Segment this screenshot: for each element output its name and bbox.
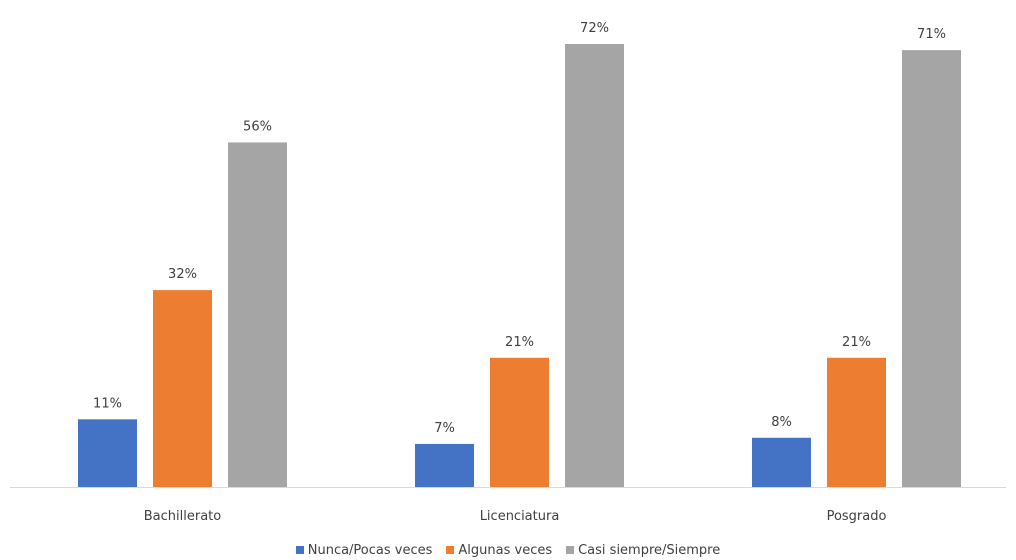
bar-licenciatura-series-3 (565, 44, 624, 487)
legend-label: Nunca/Pocas veces (307, 542, 433, 558)
bar-bachillerato-series-1 (78, 419, 137, 487)
category-label: Licenciatura (480, 509, 560, 524)
category-label: Bachillerato (144, 509, 222, 524)
data-label: 71% (917, 27, 946, 42)
bar-chart: 11% 32% 56% 7% 21% 72% 8% 21% 71% Bachillerato Li… (10, 21, 1006, 524)
category-labels-group: Bachillerato Licenciatura Posgrado (144, 509, 887, 524)
category-label: Posgrado (827, 509, 887, 524)
bar-licenciatura-series-1 (415, 443, 474, 487)
bar-licenciatura-series-2 (490, 357, 549, 487)
bar-bachillerato-series-2 (153, 290, 212, 487)
bar-posgrado-series-2 (827, 357, 886, 487)
legend-swatch (446, 546, 455, 554)
data-label: 56% (243, 119, 272, 134)
data-label: 8% (771, 415, 792, 430)
legend-swatch (295, 546, 304, 554)
data-label: 11% (93, 396, 122, 411)
legend-item: Nunca/Pocas veces (295, 542, 433, 558)
data-labels-group: 11% 32% 56% 7% 21% 72% 8% 21% 71% (93, 21, 946, 436)
bar-posgrado-series-1 (752, 437, 811, 487)
legend-swatch (566, 546, 575, 554)
legend-label: Casi siempre/Siempre (578, 542, 721, 558)
legend: Nunca/Pocas veces Algunas veces Casi siemp… (0, 540, 1016, 560)
bars-group (78, 44, 961, 488)
legend-item: Casi siempre/Siempre (566, 543, 720, 558)
bar-posgrado-series-3 (902, 50, 961, 488)
data-label: 21% (505, 335, 534, 350)
data-label: 21% (842, 335, 871, 350)
legend-label: Algunas veces (458, 542, 553, 558)
data-label: 32% (168, 267, 197, 282)
data-label: 72% (580, 21, 609, 36)
data-label: 7% (434, 421, 455, 436)
bar-bachillerato-series-3 (228, 142, 287, 487)
legend-item: Algunas veces (446, 543, 552, 558)
